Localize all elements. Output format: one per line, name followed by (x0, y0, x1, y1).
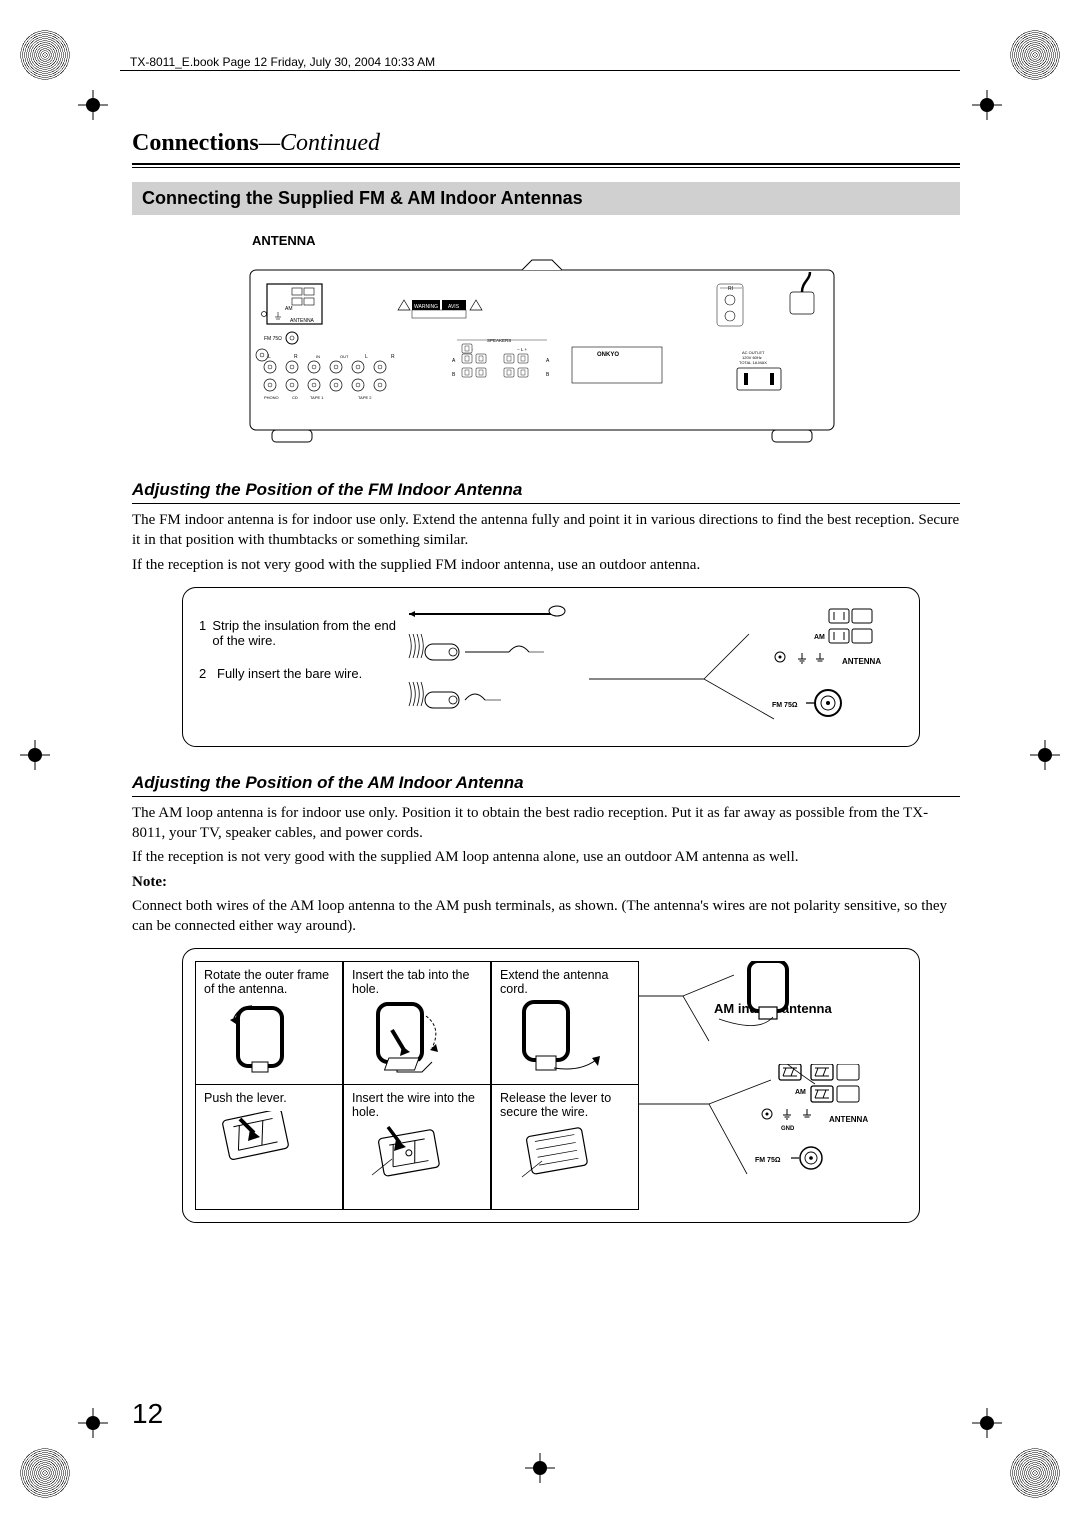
target-tr (972, 90, 1002, 120)
am-step-1: Rotate the outer frame of the antenna. (195, 961, 343, 1084)
am-step-4-text: Push the lever. (204, 1091, 334, 1105)
target-bc (525, 1453, 555, 1483)
svg-text:ANTENNA: ANTENNA (290, 318, 315, 324)
svg-text:R: R (294, 354, 298, 360)
svg-text:OUT: OUT (340, 354, 349, 359)
svg-text:TOTAL 1A MAX: TOTAL 1A MAX (739, 360, 767, 365)
title-main: Connections (132, 130, 259, 156)
am-step-3: Extend the antenna cord. (491, 961, 639, 1084)
am-paragraph-3: Connect both wires of the AM loop antenn… (132, 896, 960, 937)
svg-text:AVIS: AVIS (448, 304, 460, 310)
am-heading: Adjusting the Position of the AM Indoor … (132, 773, 960, 797)
header-rule (120, 70, 960, 71)
fm-heading: Adjusting the Position of the FM Indoor … (132, 480, 960, 504)
crop-mark-tl (20, 30, 80, 90)
am-step-6-text: Release the lever to secure the wire. (500, 1091, 630, 1119)
target-tl (78, 90, 108, 120)
am-step-2-text: Insert the tab into the hole. (352, 968, 482, 996)
svg-text:AM: AM (285, 306, 293, 312)
am-step-2: Insert the tab into the hole. (343, 961, 491, 1084)
title-rule (132, 163, 960, 168)
svg-text:ONKYO: ONKYO (597, 352, 619, 358)
rear-panel-diagram: AM ANTENNA FM 75Ω L R IN OUT L R (242, 252, 842, 452)
target-bl (78, 1408, 108, 1438)
svg-text:AM: AM (814, 634, 825, 641)
svg-text:R: R (391, 354, 395, 360)
am-paragraph-1: The AM loop antenna is for indoor use on… (132, 803, 960, 844)
fm-diagram-box: 1Strip the insulation from the end of th… (182, 587, 920, 747)
fm-steps: 1Strip the insulation from the end of th… (199, 604, 399, 730)
svg-text:ANTENNA: ANTENNA (842, 657, 881, 666)
target-mr (1030, 740, 1060, 770)
am-step-6: Release the lever to secure the wire. (491, 1084, 639, 1210)
crop-mark-br (1000, 1438, 1060, 1498)
fm-terminal-illustration: AM ANTENNA FM 75Ω (589, 604, 903, 730)
crop-mark-tr (1000, 30, 1060, 90)
am-step-4: Push the lever. (195, 1084, 343, 1210)
target-br (972, 1408, 1002, 1438)
antenna-label: ANTENNA (252, 233, 960, 248)
svg-text:FM 75Ω: FM 75Ω (755, 1157, 781, 1164)
am-step-3-text: Extend the antenna cord. (500, 968, 630, 996)
svg-text:GND: GND (781, 1126, 795, 1132)
svg-text:TAPE 2: TAPE 2 (358, 395, 372, 400)
svg-text:ANTENNA: ANTENNA (829, 1115, 868, 1124)
svg-text:L: L (365, 354, 368, 360)
svg-text:L: L (268, 354, 271, 360)
svg-text:FM 75Ω: FM 75Ω (264, 336, 282, 342)
svg-text:PHONO: PHONO (264, 395, 279, 400)
svg-text:RI: RI (728, 286, 733, 292)
note-label: Note: (132, 872, 960, 892)
fm-paragraph-1: The FM indoor antenna is for indoor use … (132, 510, 960, 551)
fm-step-2: Fully insert the bare wire. (217, 666, 362, 681)
am-step-1-text: Rotate the outer frame of the antenna. (204, 968, 334, 996)
crop-mark-bl (20, 1438, 80, 1498)
svg-text:CD: CD (292, 395, 298, 400)
am-paragraph-2: If the reception is not very good with t… (132, 847, 960, 867)
am-right-panel: AM indoor antenna (639, 961, 907, 1210)
fm-wire-illustrations (399, 604, 589, 730)
running-header: TX-8011_E.book Page 12 Friday, July 30, … (130, 55, 435, 69)
title-continued: —Continued (259, 130, 380, 156)
am-step-5: Insert the wire into the hole. (343, 1084, 491, 1210)
svg-text:AM: AM (795, 1089, 806, 1096)
svg-text:WARNING: WARNING (414, 304, 438, 310)
target-ml (20, 740, 50, 770)
svg-text:IN: IN (316, 354, 320, 359)
svg-text:− L +: − L + (517, 347, 527, 352)
svg-text:TAPE 1: TAPE 1 (310, 395, 324, 400)
svg-text:SPEAKERS: SPEAKERS (487, 338, 511, 343)
am-step-5-text: Insert the wire into the hole. (352, 1091, 482, 1119)
am-diagram-box: Rotate the outer frame of the antenna. I… (182, 948, 920, 1223)
page-number: 12 (132, 1398, 163, 1430)
fm-paragraph-2: If the reception is not very good with t… (132, 555, 960, 575)
section-heading-bar: Connecting the Supplied FM & AM Indoor A… (132, 182, 960, 215)
svg-text:FM 75Ω: FM 75Ω (772, 702, 798, 709)
fm-step-1: Strip the insulation from the end of the… (212, 618, 399, 648)
page-title: Connections—Continued (132, 130, 960, 157)
